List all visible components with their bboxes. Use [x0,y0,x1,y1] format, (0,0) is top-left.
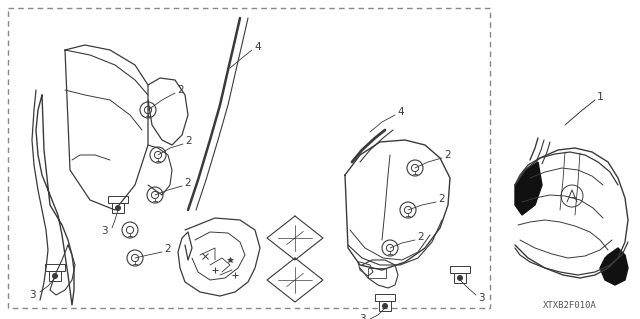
Circle shape [458,276,463,280]
Text: 2: 2 [417,232,424,242]
Text: 2: 2 [184,178,191,188]
Text: 3: 3 [360,314,366,319]
Bar [368,268,386,278]
Bar [454,273,466,283]
Bar [450,266,470,273]
Circle shape [383,303,387,308]
Polygon shape [600,248,628,285]
Text: 2: 2 [185,136,191,146]
Bar [379,301,391,311]
Bar [108,196,128,203]
Text: XTXB2F010A: XTXB2F010A [543,300,597,309]
Text: 2: 2 [164,244,171,254]
Circle shape [115,205,120,211]
Text: 2: 2 [177,85,184,95]
Circle shape [52,273,58,278]
Bar [49,271,61,281]
Bar [375,294,395,301]
Text: 2: 2 [444,150,451,160]
Bar [45,264,65,271]
Bar [8,8,490,308]
Text: 1: 1 [597,92,604,102]
Text: 4: 4 [397,107,404,117]
Text: 2: 2 [438,194,445,204]
Text: 4: 4 [254,42,260,52]
Text: 3: 3 [101,226,108,236]
Text: 3: 3 [29,290,36,300]
Bar [112,203,124,213]
Text: 3: 3 [478,293,484,303]
Polygon shape [515,162,542,215]
